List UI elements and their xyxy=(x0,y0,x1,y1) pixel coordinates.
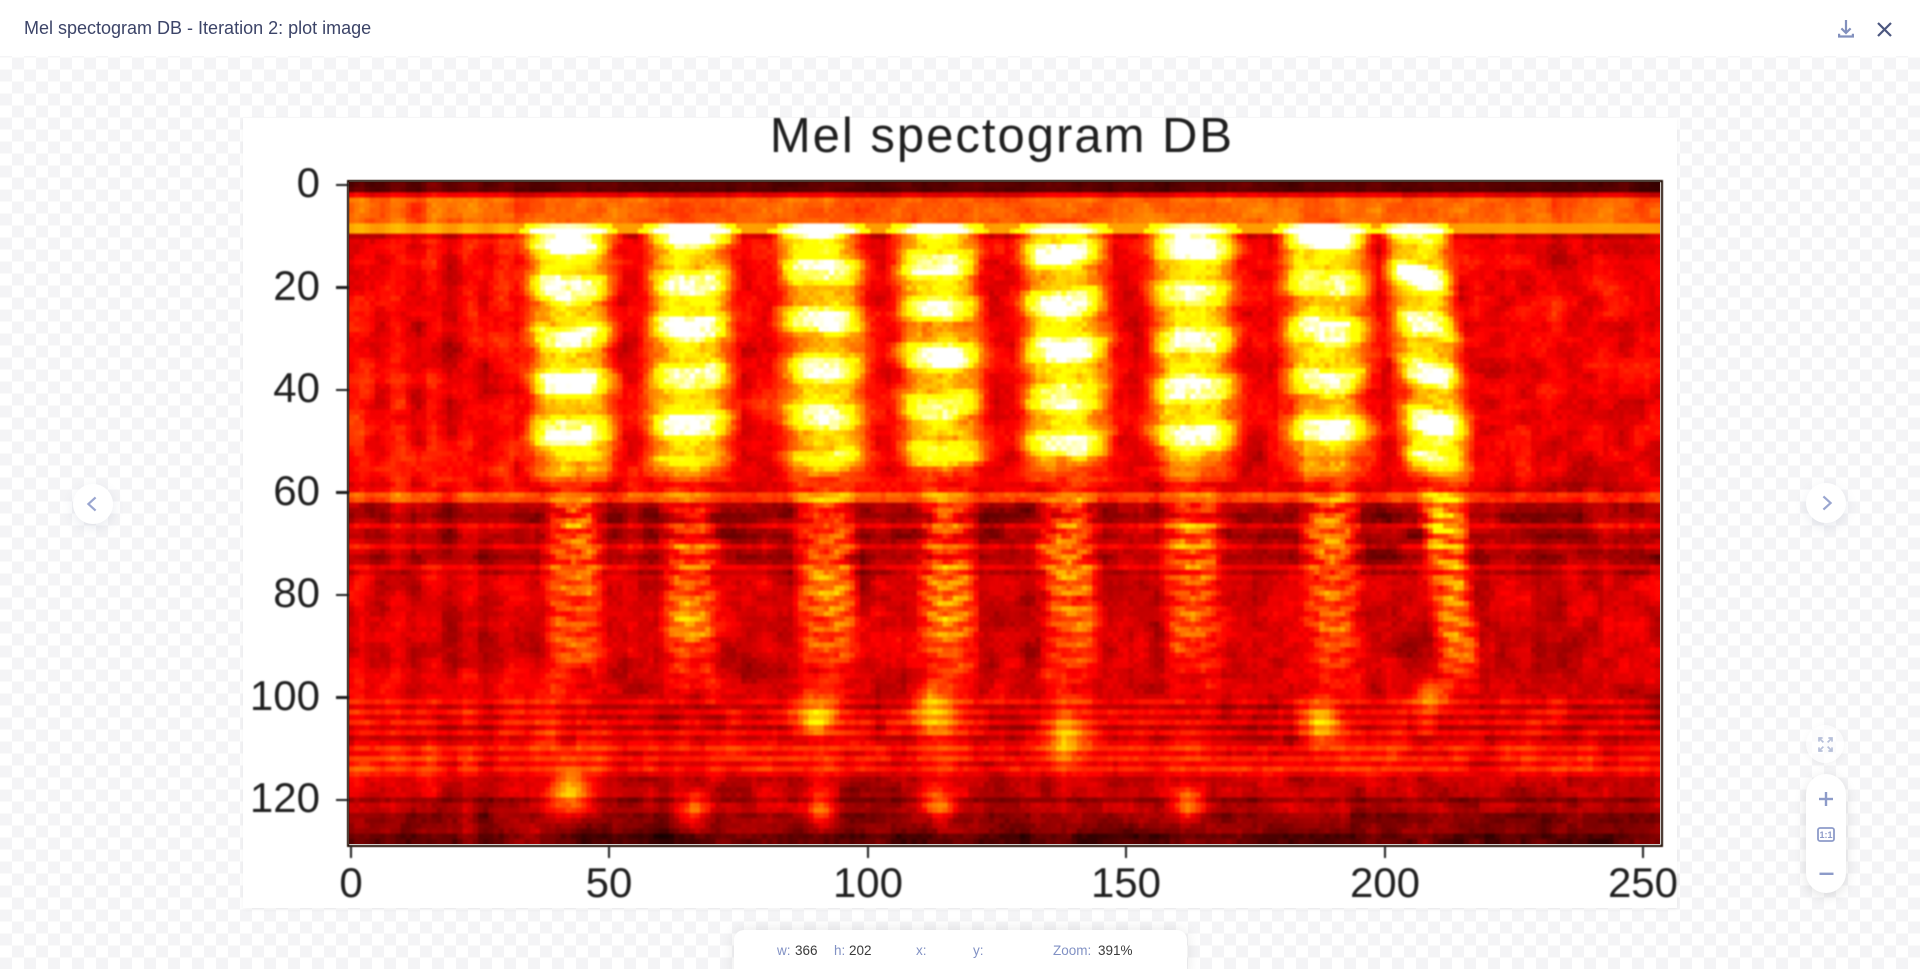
svg-text:1:1: 1:1 xyxy=(1819,830,1832,840)
